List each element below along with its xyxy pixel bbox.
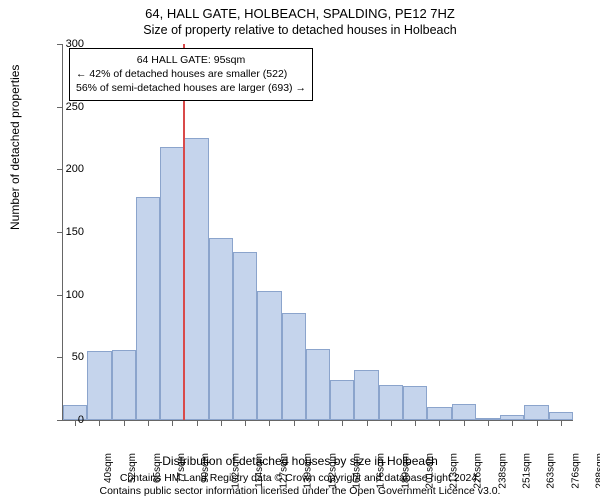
- x-tick: [294, 420, 295, 426]
- histogram-bar: [184, 138, 208, 420]
- x-tick: [75, 420, 76, 426]
- histogram-bar: [427, 407, 451, 420]
- histogram-bar: [379, 385, 403, 420]
- histogram-bar: [160, 147, 184, 420]
- y-axis-label: Number of detached properties: [8, 65, 22, 230]
- x-tick: [197, 420, 198, 426]
- y-tick: [57, 107, 63, 108]
- x-tick: [269, 420, 270, 426]
- x-axis-label: Distribution of detached houses by size …: [0, 454, 600, 468]
- y-tick: [57, 295, 63, 296]
- histogram-bar: [233, 252, 257, 420]
- copyright-line-1: Contains HM Land Registry data © Crown c…: [0, 472, 600, 485]
- histogram-bar: [282, 313, 306, 420]
- histogram-bar: [209, 238, 233, 420]
- x-tick: [342, 420, 343, 426]
- callout-line-2: ← 42% of detached houses are smaller (52…: [76, 67, 306, 81]
- y-tick-label: 0: [78, 414, 84, 426]
- y-tick-label: 250: [66, 101, 84, 113]
- y-tick-label: 100: [66, 289, 84, 301]
- y-tick: [57, 420, 63, 421]
- y-tick-label: 50: [72, 351, 84, 363]
- x-tick: [512, 420, 513, 426]
- histogram-bar: [257, 291, 281, 420]
- histogram-bar: [354, 370, 378, 420]
- x-tick: [561, 420, 562, 426]
- x-tick: [367, 420, 368, 426]
- x-tick: [221, 420, 222, 426]
- x-tick: [439, 420, 440, 426]
- callout-line-3: 56% of semi-detached houses are larger (…: [76, 81, 306, 95]
- histogram-bar: [524, 405, 548, 420]
- x-tick: [537, 420, 538, 426]
- x-tick: [488, 420, 489, 426]
- histogram-bar: [452, 404, 476, 420]
- y-tick: [57, 44, 63, 45]
- x-tick: [148, 420, 149, 426]
- histogram-bar: [306, 349, 330, 420]
- x-tick: [99, 420, 100, 426]
- y-tick: [57, 169, 63, 170]
- copyright-text: Contains HM Land Registry data © Crown c…: [0, 472, 600, 498]
- y-tick-label: 150: [66, 226, 84, 238]
- histogram-bar: [330, 380, 354, 420]
- x-tick: [245, 420, 246, 426]
- histogram-bar: [136, 197, 160, 420]
- page-title: 64, HALL GATE, HOLBEACH, SPALDING, PE12 …: [0, 0, 600, 21]
- histogram-bar: [112, 350, 136, 420]
- y-tick: [57, 357, 63, 358]
- copyright-line-2: Contains public sector information licen…: [0, 485, 600, 498]
- x-tick: [318, 420, 319, 426]
- chart-area: 64 HALL GATE: 95sqm ← 42% of detached ho…: [62, 44, 573, 421]
- x-tick: [391, 420, 392, 426]
- x-tick: [124, 420, 125, 426]
- page-subtitle: Size of property relative to detached ho…: [0, 21, 600, 37]
- y-tick: [57, 232, 63, 233]
- histogram-bar: [87, 351, 111, 420]
- y-tick-label: 200: [66, 163, 84, 175]
- x-tick: [464, 420, 465, 426]
- x-tick: [172, 420, 173, 426]
- callout-box: 64 HALL GATE: 95sqm ← 42% of detached ho…: [69, 48, 313, 101]
- histogram-bar: [549, 412, 573, 420]
- x-tick: [415, 420, 416, 426]
- histogram-bar: [403, 386, 427, 420]
- callout-line-1: 64 HALL GATE: 95sqm: [76, 53, 306, 67]
